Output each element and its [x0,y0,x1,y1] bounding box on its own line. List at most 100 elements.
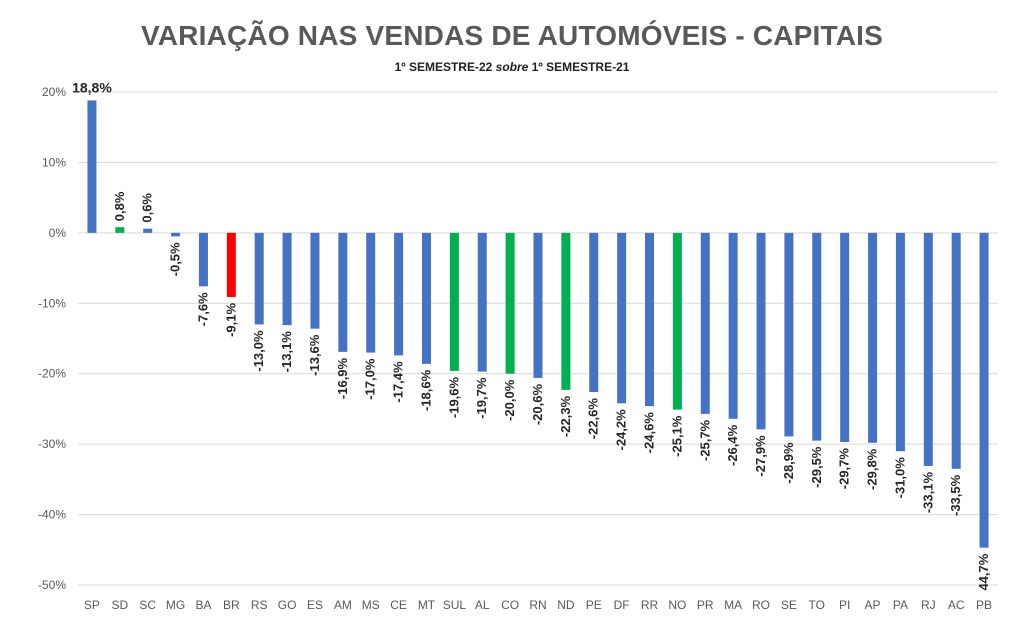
x-tick-label: AP [865,598,881,612]
bar [812,232,822,441]
x-tick-label: PE [586,598,602,612]
bar [282,232,292,326]
data-label: -27,9% [753,435,768,477]
bar [979,232,989,548]
bar [645,232,655,407]
bar [700,232,710,414]
x-tick-label: SP [84,598,100,612]
y-tick-label: -40% [38,508,66,522]
data-label: 0,6% [140,193,155,223]
data-label: -13,6% [307,334,322,376]
x-tick-label: PI [839,598,850,612]
bar [672,232,682,410]
y-tick-label: 20% [42,85,66,99]
data-label: -33,1% [920,472,935,514]
x-tick-label: ES [307,598,323,612]
data-label: -24,6% [642,412,657,454]
data-label: -19,7% [474,377,489,419]
subtitle-part-3: 1º SEMESTRE-21 [528,60,630,74]
data-label: -29,8% [865,448,880,490]
y-tick-label: -20% [38,367,66,381]
x-tick-label: SC [139,598,156,612]
data-label: -24,2% [614,409,629,451]
data-label: -7,6% [195,292,210,326]
y-tick-label: -50% [38,578,66,592]
x-tick-label: ND [557,598,575,612]
x-tick-label: CO [501,598,519,612]
chart-subtitle: 1º SEMESTRE-22 sobre 1º SEMESTRE-21 [0,60,1024,74]
bar [868,232,878,443]
bar [338,232,348,352]
x-tick-label: PA [893,598,908,612]
x-tick-label: SE [781,598,797,612]
x-tick-label: AM [334,598,352,612]
bar [198,232,208,287]
data-label: -25,7% [697,419,712,461]
x-tick-label: RN [529,598,546,612]
data-label: -20,6% [530,384,545,426]
x-tick-label: RJ [921,598,936,612]
data-label: -13,0% [251,330,266,372]
bar [143,228,153,233]
x-tick-label: MT [418,598,436,612]
x-tick-label: BR [223,598,240,612]
data-label: -16,9% [335,357,350,399]
y-tick-label: 10% [42,155,66,169]
y-tick-label: -10% [38,296,66,310]
data-label: -18,6% [418,369,433,411]
bar [951,232,961,469]
data-label: -22,3% [558,395,573,437]
y-tick-label: 0% [49,226,67,240]
bar [394,232,404,356]
bar [366,232,376,353]
x-tick-label: DF [614,598,630,612]
x-tick-label: AC [948,598,965,612]
x-tick-label: SUL [443,598,467,612]
x-tick-label: BA [195,598,211,612]
chart-title: VARIAÇÃO NAS VENDAS DE AUTOMÓVEIS - CAPI… [140,20,884,51]
data-label: -9,1% [223,303,238,337]
x-tick-label: TO [809,598,825,612]
data-label: -19,6% [446,376,461,418]
x-tick-label: SD [111,598,128,612]
bar [421,232,431,364]
bar [87,100,97,233]
bar [561,232,571,390]
bar [226,232,236,297]
bar [617,232,627,404]
data-label: -31,0% [892,457,907,499]
data-label: -29,5% [809,446,824,488]
data-label: -20,0% [502,379,517,421]
y-tick-label: -30% [38,437,66,451]
data-label: 0,8% [112,191,127,221]
data-label: -25,1% [669,415,684,457]
x-tick-label: PB [976,598,992,612]
bar [756,232,766,430]
x-tick-label: RS [251,598,268,612]
bar [923,232,933,466]
x-tick-label: RR [641,598,659,612]
x-tick-label: MA [724,598,742,612]
bar [728,232,738,419]
bar [533,232,543,378]
x-tick-label: GO [278,598,297,612]
bar [840,232,850,443]
x-tick-label: MG [166,598,185,612]
data-label: 44,7% [976,553,991,590]
data-label: -0,5% [168,242,183,276]
data-label: 18,8% [72,79,112,95]
bar [589,232,599,393]
x-tick-label: NO [668,598,686,612]
bar [477,232,487,372]
x-tick-label: MS [362,598,380,612]
data-label: -29,7% [837,448,852,490]
bar [784,232,794,437]
subtitle-part-2: sobre [495,60,529,74]
x-tick-label: AL [475,598,490,612]
data-label: -13,1% [279,331,294,373]
bar [254,232,264,325]
data-label: -17,0% [363,358,378,400]
bar [310,232,320,329]
